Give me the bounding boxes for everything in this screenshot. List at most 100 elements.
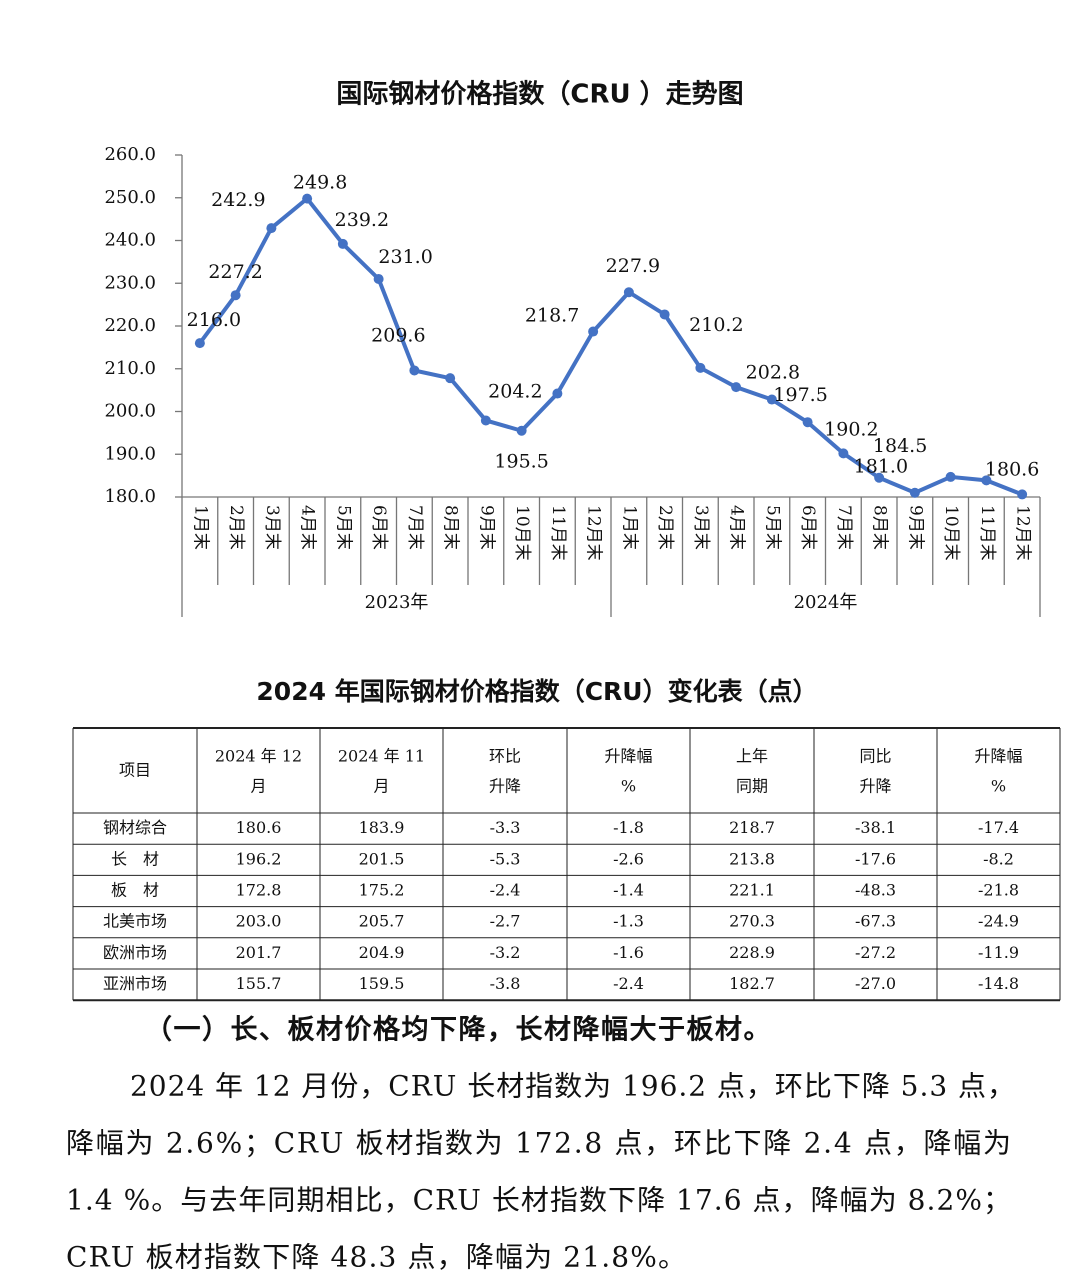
table-cell: -27.0: [855, 974, 896, 993]
x-tick-label: 1月末: [619, 505, 639, 550]
table-cell: 159.5: [359, 974, 405, 993]
y-tick-label: 210.0: [104, 358, 156, 379]
table-cell: -2.4: [613, 974, 644, 993]
table-cell: 228.9: [729, 943, 775, 962]
point: [588, 326, 599, 337]
table-cell: 221.1: [729, 881, 775, 900]
y-tick-label: 250.0: [104, 187, 156, 208]
header-cell: 升降: [859, 777, 891, 796]
table-cell: 201.7: [236, 943, 282, 962]
point: [480, 415, 491, 426]
x-tick-label: 3月末: [262, 505, 282, 550]
x-tick-label: 9月末: [905, 505, 925, 550]
point: [194, 338, 205, 349]
table-cell: 亚洲市场: [103, 974, 167, 993]
table-cell: 欧洲市场: [103, 943, 167, 962]
table-cell: 270.3: [729, 912, 775, 931]
data-label: 218.7: [525, 305, 579, 327]
text-line: 2024 年 12 月份，CRU 长材指数为 196.2 点，环比下降 5.3 …: [130, 1070, 1015, 1103]
header-cell: 环比: [489, 747, 521, 766]
header-cell: 月: [373, 777, 389, 796]
x-tick-label: 6月末: [369, 505, 389, 550]
x-tick-label: 11月末: [977, 505, 997, 561]
table-cell: 钢材综合: [103, 818, 167, 837]
y-tick-label: 220.0: [104, 315, 156, 336]
point: [302, 193, 313, 204]
x-tick-label: 7月末: [405, 505, 425, 550]
y-tick-label: 190.0: [104, 443, 156, 464]
point: [731, 382, 742, 393]
x-tick-label: 1月末: [190, 505, 210, 550]
point: [230, 290, 241, 301]
table-cell: 218.7: [729, 818, 775, 837]
point: [909, 487, 920, 498]
point: [802, 417, 813, 428]
point: [445, 373, 456, 384]
table-cell: 板 材: [111, 881, 159, 900]
table-cell: -3.8: [490, 974, 521, 993]
table-cell: 196.2: [236, 849, 282, 868]
point: [874, 472, 885, 483]
table-title: 2024 年国际钢材价格指数（CRU）变化表（点）: [256, 677, 817, 706]
table-cell: -1.4: [613, 881, 644, 900]
header-cell: 月: [250, 777, 266, 796]
data-label: 195.5: [494, 451, 548, 473]
x-tick-label: 5月末: [333, 505, 353, 550]
data-label: 181.0: [854, 456, 908, 478]
table-cell: 175.2: [359, 881, 405, 900]
point: [516, 425, 527, 436]
header-cell: 上年: [736, 747, 768, 766]
x-tick-label: 8月末: [441, 505, 461, 550]
data-label: 227.9: [606, 255, 660, 277]
table-cell: 长 材: [111, 849, 159, 868]
data-label: 242.9: [211, 189, 265, 211]
table-cell: -2.7: [490, 912, 521, 931]
data-label: 239.2: [335, 209, 389, 231]
point: [266, 223, 277, 234]
table-cell: -24.9: [978, 912, 1019, 931]
point: [766, 394, 777, 405]
data-label: 184.5: [873, 435, 927, 457]
y-tick-label: 230.0: [104, 272, 156, 293]
data-label: 216.0: [187, 309, 241, 331]
data-label: 249.8: [293, 172, 347, 194]
header-cell: 项目: [119, 761, 151, 780]
data-label: 190.2: [824, 418, 878, 440]
data-label: 209.6: [371, 324, 425, 346]
table-cell: -5.3: [490, 849, 521, 868]
x-tick-label: 4月末: [727, 505, 747, 550]
table-cell: -17.6: [855, 849, 896, 868]
table-cell: -3.3: [490, 818, 521, 837]
point: [695, 362, 706, 373]
table-cell: -1.8: [613, 818, 644, 837]
point: [659, 309, 670, 320]
table-cell: 213.8: [729, 849, 775, 868]
x-tick-label: 9月末: [476, 505, 496, 550]
table-cell: -17.4: [978, 818, 1019, 837]
text-line: 降幅为 2.6%；CRU 板材指数为 172.8 点，环比下降 2.4 点，降幅…: [66, 1127, 1011, 1160]
point: [337, 238, 348, 249]
table-cell: 203.0: [236, 912, 282, 931]
table-cell: -11.9: [978, 943, 1019, 962]
x-tick-label: 8月末: [870, 505, 890, 550]
data-label: 197.5: [773, 384, 827, 406]
y-tick-label: 260.0: [104, 144, 156, 165]
y-tick-label: 240.0: [104, 230, 156, 251]
x-tick-label: 10月末: [512, 505, 532, 561]
data-label: 227.2: [208, 261, 262, 283]
point: [373, 273, 384, 284]
point: [552, 388, 563, 399]
header-cell: 升降幅: [974, 747, 1022, 766]
table-cell: -21.8: [978, 881, 1019, 900]
x-tick-label: 10月末: [941, 505, 961, 561]
text-heading: （一）长、板材价格均下降，长材降幅大于板材。: [145, 1015, 772, 1046]
x-tick-label: 12月末: [1013, 505, 1033, 561]
data-label: 180.6: [985, 458, 1039, 480]
y-tick-label: 200.0: [104, 401, 156, 422]
table-cell: 182.7: [729, 974, 775, 993]
data-label: 202.8: [746, 362, 800, 384]
data-label: 231.0: [378, 246, 432, 268]
chart-title: 国际钢材价格指数（CRU ）走势图: [336, 79, 743, 110]
x-group-label: 2024年: [794, 592, 858, 613]
